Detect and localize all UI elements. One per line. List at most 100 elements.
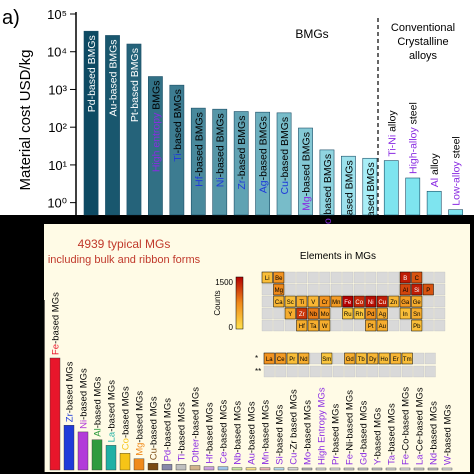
element-symbol: Fe xyxy=(344,300,352,306)
empty-element-cell xyxy=(422,295,434,308)
element-cell xyxy=(319,295,331,308)
mg-count-bar-label: Y-based MGs xyxy=(373,408,384,465)
conventional-group-label-3: alloys xyxy=(409,50,438,62)
empty-element-cell xyxy=(422,271,434,284)
empty-element-cell xyxy=(319,283,331,296)
cost-bar xyxy=(126,43,142,216)
element-symbol: Pb xyxy=(413,324,421,330)
empty-element-cell xyxy=(390,365,402,378)
empty-element-cell xyxy=(284,283,296,296)
empty-element-cell xyxy=(388,271,400,284)
element-symbol: W xyxy=(322,324,328,330)
element-cell xyxy=(296,295,308,308)
element-cell xyxy=(261,271,273,284)
bmgs-group-label: BMGs xyxy=(295,27,328,41)
element-symbol: Au xyxy=(379,324,386,330)
empty-element-cell xyxy=(261,295,273,308)
element-cell xyxy=(411,319,423,332)
cost-bar xyxy=(405,177,421,216)
panel-b-title-line2: including bulk and ribbon forms xyxy=(48,254,201,266)
empty-element-cell xyxy=(261,283,273,296)
cost-bar-label: High-alloy steel xyxy=(408,102,420,174)
element-cell xyxy=(378,352,390,365)
mg-count-bar-label: Mo-based MGs xyxy=(303,400,314,465)
empty-element-cell xyxy=(332,365,344,378)
inset-title: Elements in MGs xyxy=(300,251,376,262)
element-symbol: Mo xyxy=(321,312,330,318)
element-symbol: Sc xyxy=(287,300,294,306)
element-symbol: B xyxy=(403,276,407,282)
empty-element-cell xyxy=(321,365,333,378)
element-symbol: Hf xyxy=(299,324,305,330)
empty-element-cell xyxy=(434,283,446,296)
y-tick-label: 10⁴ xyxy=(47,45,67,60)
empty-element-cell xyxy=(365,283,377,296)
lanthanide-marker: * xyxy=(255,354,258,363)
element-cell xyxy=(422,283,434,296)
mg-count-bar xyxy=(105,445,117,471)
element-cell xyxy=(273,283,285,296)
y-tick-label: 10¹ xyxy=(48,158,67,173)
element-cell xyxy=(353,295,365,308)
element-symbol: C xyxy=(415,276,420,282)
element-cell xyxy=(296,319,308,332)
element-cell xyxy=(344,352,356,365)
element-cell xyxy=(367,352,379,365)
element-cell xyxy=(286,352,298,365)
mg-count-bar xyxy=(49,357,61,471)
element-cell xyxy=(401,352,413,365)
mg-count-bar-label: Si-based MGs xyxy=(275,404,286,464)
mg-count-bar xyxy=(315,467,327,471)
cost-bar xyxy=(341,155,356,216)
empty-element-cell xyxy=(353,283,365,296)
empty-element-cell xyxy=(330,319,342,332)
mg-count-bar xyxy=(441,467,453,471)
element-cell xyxy=(307,307,319,320)
mg-count-bar-label: Fe-Co-based MGs xyxy=(401,387,412,465)
element-cell xyxy=(342,295,354,308)
empty-element-cell xyxy=(422,307,434,320)
element-cell xyxy=(365,295,377,308)
cost-bar-label: Pd-based BMGs xyxy=(86,35,98,112)
empty-element-cell xyxy=(275,365,287,378)
mg-count-bar xyxy=(329,467,341,471)
element-cell xyxy=(388,295,400,308)
empty-element-cell xyxy=(344,365,356,378)
colorbar-min: 0 xyxy=(229,323,234,332)
mg-count-bar xyxy=(259,467,271,471)
cost-bar xyxy=(362,157,378,216)
empty-element-cell xyxy=(434,319,446,332)
panel-a-bars: Pd-based BMGs Au-based BMGs Pt-based BMGs H… xyxy=(83,30,464,239)
panel-a-y-ticks: 10⁰ 10¹ 10² 10³ 10⁴ 10⁵ xyxy=(47,7,76,211)
colorbar xyxy=(235,276,244,330)
cost-bar xyxy=(212,108,228,216)
element-symbol: Li xyxy=(265,276,270,282)
element-symbol: Zn xyxy=(390,300,397,306)
element-cell xyxy=(342,307,354,320)
cost-bar xyxy=(105,35,120,216)
empty-element-cell xyxy=(309,352,321,365)
element-cell xyxy=(319,319,331,332)
elements-inset: Elements in MGs 1500 0 Counts Li Be B CP Mg A… xyxy=(213,251,446,378)
empty-element-cell xyxy=(284,271,296,284)
element-cell xyxy=(376,319,388,332)
empty-element-cell xyxy=(353,319,365,332)
element-cell xyxy=(321,352,333,365)
mg-count-bar xyxy=(287,467,299,471)
element-cell xyxy=(365,319,377,332)
panel-b-inner xyxy=(44,224,470,472)
mg-count-bar-label: Cu-based MGs xyxy=(149,396,160,460)
mg-count-bar-label: Other-based MGs xyxy=(191,387,202,463)
mg-count-bar xyxy=(343,467,355,471)
empty-element-cell xyxy=(342,271,354,284)
element-symbol: Mn xyxy=(332,300,340,306)
element-symbol: Er xyxy=(393,357,399,363)
empty-element-cell xyxy=(365,271,377,284)
mg-count-bar xyxy=(399,467,411,471)
mg-count-bar-label: W-based MGs xyxy=(443,404,454,465)
cost-bar-label: Pt-based BMGs xyxy=(129,48,141,122)
empty-element-cell xyxy=(296,271,308,284)
element-symbol: Sm xyxy=(322,357,331,363)
empty-element-cell xyxy=(284,319,296,332)
